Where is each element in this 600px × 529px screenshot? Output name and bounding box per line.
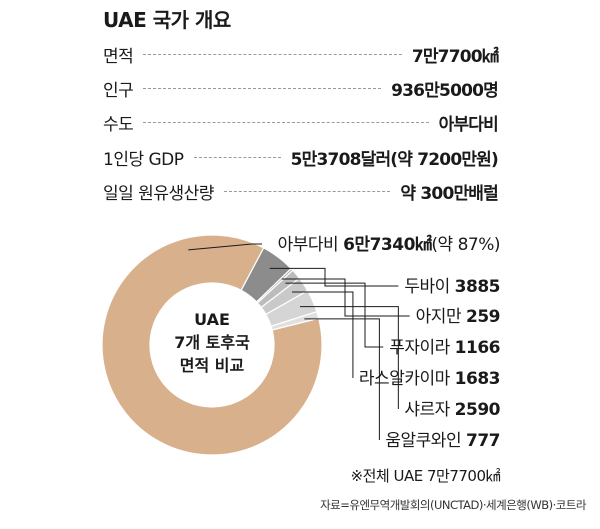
page-title: UAE 국가 개요 xyxy=(103,8,231,32)
leader-line xyxy=(188,243,262,251)
overview-label: 수도 xyxy=(103,115,134,135)
data-label: 푸자이라 1166 xyxy=(389,338,500,358)
leader-line xyxy=(193,157,281,158)
leader-line xyxy=(281,278,410,317)
value-label: 3885 xyxy=(455,277,500,297)
overview-label: 일일 원유생산량 xyxy=(103,184,214,204)
overview-value: 7만7700㎢ xyxy=(411,47,499,67)
overview-row: 면적 7만7700㎢ xyxy=(103,36,499,70)
leader-line xyxy=(304,318,380,440)
category-label: 아부다비 xyxy=(278,235,343,255)
overview-value: 936만5000명 xyxy=(391,81,499,101)
category-label: 아지만 xyxy=(416,307,466,327)
leader-line xyxy=(143,122,429,123)
value-label: 1683 xyxy=(455,369,500,389)
leader-line xyxy=(223,191,391,192)
value-label: 6만7340㎢ xyxy=(343,234,432,255)
overview-label: 면적 xyxy=(103,47,134,67)
leader-line xyxy=(143,54,402,55)
data-label: 아부다비 6만7340㎢(약 87%) xyxy=(278,234,500,255)
share-label: (약 87%) xyxy=(431,235,500,255)
overview-value: 아부다비 xyxy=(438,115,499,135)
category-label: 푸자이라 xyxy=(389,338,454,358)
data-label: 두바이 3885 xyxy=(404,277,500,297)
category-label: 라스알카이마 xyxy=(359,369,455,389)
overview-row: 인구 936만5000명 xyxy=(103,70,499,104)
overview-label: 인구 xyxy=(103,81,134,101)
leader-line xyxy=(269,267,399,287)
center-label: 면적 비교 xyxy=(180,356,245,375)
value-label: 259 xyxy=(466,307,500,327)
overview-value: 약 300만배럴 xyxy=(400,184,498,204)
leader-line xyxy=(292,291,354,378)
leader-line xyxy=(285,282,384,348)
category-label: 움알쿠와인 xyxy=(385,431,466,451)
data-label: 샤르자 2590 xyxy=(404,400,500,420)
data-label: 움알쿠와인 777 xyxy=(385,431,500,451)
overview-row: 1인당 GDP 5만3708달러(약 7200만원) xyxy=(103,139,499,173)
leader-line xyxy=(299,306,399,409)
center-label: 7개 토후국 xyxy=(174,333,250,352)
data-label: 라스알카이마 1683 xyxy=(359,369,500,389)
overview-label: 1인당 GDP xyxy=(103,150,184,170)
overview-row: 일일 원유생산량 약 300만배럴 xyxy=(103,173,499,207)
overview-row: 수도 아부다비 xyxy=(103,104,499,138)
value-label: 777 xyxy=(466,431,500,451)
value-label: 2590 xyxy=(455,400,501,420)
center-label: UAE xyxy=(194,310,230,329)
value-label: 1166 xyxy=(455,338,500,358)
category-label: 샤르자 xyxy=(404,400,454,420)
category-label: 두바이 xyxy=(404,277,454,297)
data-label: 아지만 259 xyxy=(416,307,500,327)
source-note: 자료=유엔무역개발회의(UNCTAD)·세계은행(WB)·코트라 xyxy=(320,498,586,512)
total-note: ※전체 UAE 7만7700㎢ xyxy=(351,467,501,485)
slice-abudhabi xyxy=(101,234,323,456)
overview-value: 5만3708달러(약 7200만원) xyxy=(290,150,499,170)
leader-line xyxy=(143,88,382,89)
